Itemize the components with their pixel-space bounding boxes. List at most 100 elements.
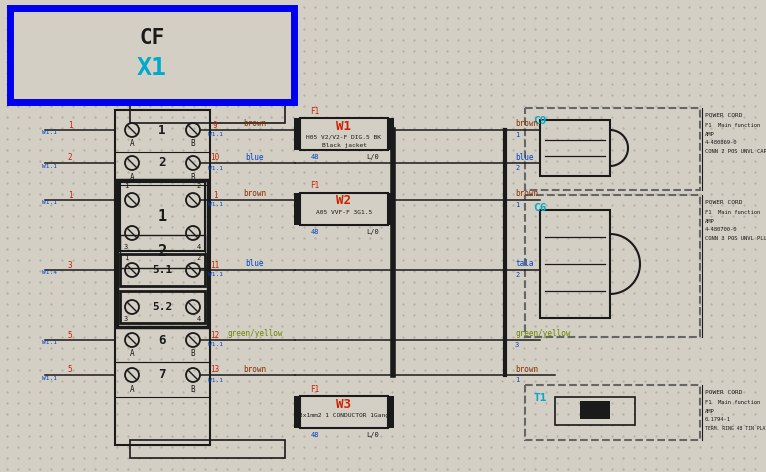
Text: 48: 48 xyxy=(311,432,319,438)
Text: A: A xyxy=(129,349,134,359)
Bar xyxy=(294,193,300,225)
Bar xyxy=(120,182,205,251)
Text: W1.1: W1.1 xyxy=(42,376,57,380)
Text: blue: blue xyxy=(246,260,264,269)
Text: 7: 7 xyxy=(159,369,165,381)
Text: X1: X1 xyxy=(137,56,167,80)
Text: 2: 2 xyxy=(159,157,165,169)
Text: green/yellow: green/yellow xyxy=(515,329,571,338)
Bar xyxy=(130,105,285,123)
Text: 1: 1 xyxy=(515,202,519,208)
Text: A: A xyxy=(129,140,134,149)
Text: W1.1: W1.1 xyxy=(42,201,57,205)
Text: 0.1794-1: 0.1794-1 xyxy=(705,417,731,422)
Text: brown: brown xyxy=(244,189,267,199)
Text: 10: 10 xyxy=(211,153,220,162)
Text: 2: 2 xyxy=(197,255,201,261)
Text: 1: 1 xyxy=(67,191,72,200)
Text: 1: 1 xyxy=(124,255,128,261)
Text: 3: 3 xyxy=(124,316,128,322)
Text: brown: brown xyxy=(244,364,267,373)
Text: TERM. RING 48 TIN PLATED 48/14 GA: TERM. RING 48 TIN PLATED 48/14 GA xyxy=(705,426,766,431)
Text: W1.1: W1.1 xyxy=(208,272,222,278)
Text: L/0: L/0 xyxy=(367,154,379,160)
Text: 12: 12 xyxy=(211,330,220,339)
Text: brown: brown xyxy=(515,364,538,373)
Text: CF: CF xyxy=(139,28,165,48)
Text: H05 V2/V2-F DIG.5 BK: H05 V2/V2-F DIG.5 BK xyxy=(306,135,381,140)
Text: 4: 4 xyxy=(197,316,201,322)
Text: 2: 2 xyxy=(515,272,519,278)
Text: F1: F1 xyxy=(310,182,319,191)
Bar xyxy=(130,440,285,458)
Text: W1.1: W1.1 xyxy=(208,166,222,170)
Text: 6: 6 xyxy=(159,334,165,346)
Text: green/yellow: green/yellow xyxy=(228,329,283,338)
Text: 1: 1 xyxy=(213,191,218,200)
Text: T1: T1 xyxy=(533,393,546,403)
Text: W1.4: W1.4 xyxy=(42,270,57,276)
Bar xyxy=(294,396,300,428)
Text: 1: 1 xyxy=(67,120,72,129)
Text: W2: W2 xyxy=(336,194,352,208)
Text: AMP: AMP xyxy=(705,132,715,137)
Text: 3: 3 xyxy=(515,342,519,348)
Bar xyxy=(294,118,300,150)
Text: 5.1: 5.1 xyxy=(152,265,172,275)
Text: A: A xyxy=(129,172,134,182)
Text: 4-480700-0: 4-480700-0 xyxy=(705,227,738,232)
Text: 2: 2 xyxy=(197,183,201,189)
Text: W1.1: W1.1 xyxy=(42,130,57,135)
Text: POWER CORD: POWER CORD xyxy=(705,200,742,205)
Text: tala: tala xyxy=(515,260,533,269)
Text: brown: brown xyxy=(515,119,538,128)
Text: 1: 1 xyxy=(515,377,519,383)
Text: 4: 4 xyxy=(197,244,201,250)
Text: W1.1: W1.1 xyxy=(42,340,57,346)
Text: 9: 9 xyxy=(213,120,218,129)
Text: POWER CORD: POWER CORD xyxy=(705,390,742,395)
Text: 3: 3 xyxy=(124,244,128,250)
Text: 48: 48 xyxy=(311,154,319,160)
Text: 5: 5 xyxy=(67,330,72,339)
Text: B: B xyxy=(191,385,195,394)
Text: F1  Main function: F1 Main function xyxy=(705,210,760,215)
Text: AMP: AMP xyxy=(705,409,715,414)
Bar xyxy=(120,254,205,286)
Bar xyxy=(300,118,388,150)
Text: 1: 1 xyxy=(158,209,166,224)
Text: W3: W3 xyxy=(336,397,352,411)
Text: F1: F1 xyxy=(310,385,319,394)
Bar xyxy=(117,180,208,327)
Text: W1.1: W1.1 xyxy=(208,202,222,208)
Text: blue: blue xyxy=(515,152,533,161)
Bar xyxy=(525,195,700,337)
Text: B: B xyxy=(191,140,195,149)
Text: AMP: AMP xyxy=(705,219,715,224)
Text: 5: 5 xyxy=(67,365,72,374)
Bar xyxy=(388,396,394,428)
Bar xyxy=(540,120,610,176)
Text: W1.1: W1.1 xyxy=(42,163,57,169)
Text: W1.1: W1.1 xyxy=(208,378,222,382)
Text: W1: W1 xyxy=(336,119,352,133)
Text: A: A xyxy=(129,385,134,394)
Text: 13: 13 xyxy=(211,365,220,374)
Bar xyxy=(300,396,388,428)
Bar xyxy=(388,193,394,225)
Text: A05 VVF-F 3G1.5: A05 VVF-F 3G1.5 xyxy=(316,210,372,214)
Bar xyxy=(525,385,700,440)
Text: 3x1mm2 1 CONDUCTOR 1Gang: 3x1mm2 1 CONDUCTOR 1Gang xyxy=(299,413,389,418)
Bar xyxy=(300,193,388,225)
Bar xyxy=(540,210,610,318)
Text: blue: blue xyxy=(246,152,264,161)
Text: 3: 3 xyxy=(67,261,72,270)
Text: POWER CORD: POWER CORD xyxy=(705,113,742,118)
Text: 2: 2 xyxy=(158,244,166,259)
Bar xyxy=(555,397,635,425)
Text: F1  Main function: F1 Main function xyxy=(705,123,760,128)
Text: C9: C9 xyxy=(533,116,546,126)
Text: CONN 2 POS UNVL CAP: CONN 2 POS UNVL CAP xyxy=(705,149,766,154)
Text: L/0: L/0 xyxy=(367,229,379,235)
Text: brown: brown xyxy=(244,119,267,128)
